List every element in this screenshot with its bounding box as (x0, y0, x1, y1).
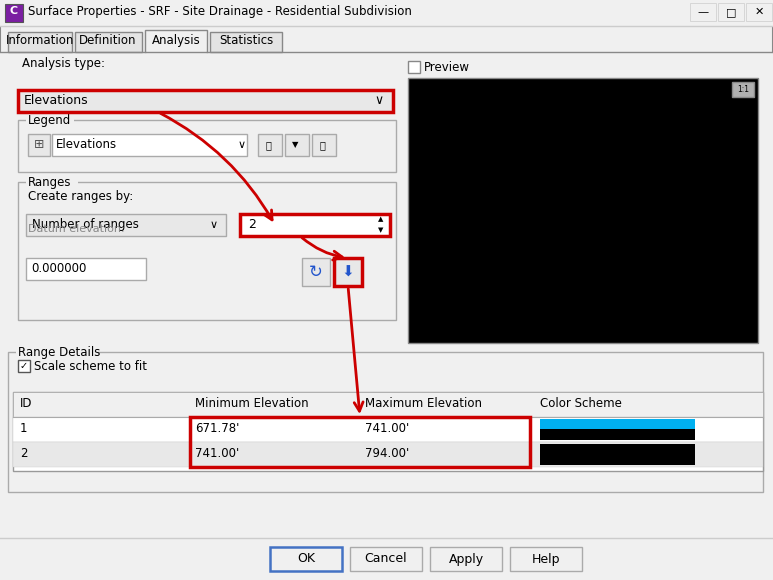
Text: Legend: Legend (28, 114, 71, 127)
Bar (350, 547, 422, 571)
Bar (26, 114, 74, 126)
Bar (430, 547, 502, 571)
Bar (312, 134, 336, 156)
Text: 0.000000: 0.000000 (31, 262, 87, 275)
Text: Scale scheme to fit: Scale scheme to fit (34, 360, 147, 373)
Text: Create ranges by:: Create ranges by: (28, 190, 133, 203)
Bar (8, 352, 763, 492)
Text: ▲: ▲ (378, 216, 383, 222)
Text: ∨: ∨ (238, 140, 246, 150)
Bar (372, 214, 390, 225)
Text: Elevations: Elevations (56, 138, 117, 151)
Bar (13, 417, 763, 442)
Text: 794.00': 794.00' (365, 447, 409, 460)
Text: 🖊: 🖊 (265, 140, 271, 150)
Bar (16, 346, 98, 358)
Text: Information: Information (6, 34, 74, 47)
Bar (270, 547, 342, 571)
Bar (52, 134, 247, 156)
Text: ✓: ✓ (20, 361, 28, 371)
Text: ID: ID (20, 397, 32, 410)
Text: ∨: ∨ (210, 220, 218, 230)
Bar (18, 120, 396, 172)
Bar (732, 82, 754, 97)
Bar (408, 61, 420, 73)
Bar (18, 360, 30, 372)
Bar (0, 0, 773, 26)
Bar (13, 442, 763, 467)
Text: 🔍: 🔍 (319, 140, 325, 150)
Bar (746, 3, 772, 21)
Text: Ranges: Ranges (28, 176, 71, 189)
Text: Help: Help (532, 553, 560, 566)
Bar (718, 3, 744, 21)
Bar (334, 258, 362, 286)
Text: Elevations: Elevations (24, 94, 89, 107)
Text: ⬇: ⬇ (342, 264, 354, 280)
Bar (18, 182, 396, 320)
Text: Cancel: Cancel (365, 553, 407, 566)
Text: ▼: ▼ (378, 227, 383, 233)
Text: Statistics: Statistics (219, 34, 273, 47)
Text: ∨: ∨ (374, 95, 383, 107)
Bar (690, 3, 716, 21)
Bar (258, 134, 282, 156)
Text: —: — (697, 7, 709, 17)
Bar (26, 214, 226, 236)
Text: Analysis type:: Analysis type: (22, 57, 105, 70)
Text: Minimum Elevation: Minimum Elevation (195, 397, 308, 410)
Text: ▼: ▼ (291, 140, 298, 150)
Text: 1:1: 1:1 (737, 85, 749, 93)
Text: Datum elevation:: Datum elevation: (28, 224, 124, 234)
Bar (285, 134, 309, 156)
Text: Range Details: Range Details (18, 346, 100, 359)
Text: 1: 1 (20, 422, 28, 435)
Bar (8, 32, 72, 52)
Bar (540, 419, 695, 440)
Bar (210, 32, 282, 52)
Bar (26, 176, 78, 188)
Text: 741.00': 741.00' (195, 447, 240, 460)
Text: ↻: ↻ (309, 263, 323, 281)
Text: Number of ranges: Number of ranges (32, 218, 139, 231)
Bar (372, 225, 390, 236)
Text: 2: 2 (248, 218, 256, 231)
Text: C: C (10, 6, 18, 16)
Text: Surface Properties - SRF - Site Drainage - Residential Subdivision: Surface Properties - SRF - Site Drainage… (28, 5, 412, 18)
Text: Definition: Definition (80, 34, 137, 47)
Text: Maximum Elevation: Maximum Elevation (365, 397, 482, 410)
Bar (5, 4, 23, 22)
Text: OK: OK (297, 553, 315, 566)
Text: 2: 2 (20, 447, 28, 460)
Bar (302, 258, 330, 286)
Bar (540, 444, 695, 465)
Text: 741.00': 741.00' (365, 422, 409, 435)
Bar (13, 392, 763, 471)
Bar (240, 214, 390, 236)
Bar (190, 417, 530, 467)
Text: ✕: ✕ (754, 7, 764, 17)
Bar (540, 429, 695, 440)
Bar (408, 78, 758, 343)
Text: Color Scheme: Color Scheme (540, 397, 621, 410)
Text: 671.78': 671.78' (195, 422, 240, 435)
Bar (26, 258, 146, 280)
Text: Preview: Preview (424, 61, 470, 74)
Text: ⊞: ⊞ (34, 139, 44, 151)
Bar (18, 90, 393, 112)
Bar (75, 32, 142, 52)
Bar (145, 30, 207, 52)
Text: Apply: Apply (448, 553, 484, 566)
Text: Analysis: Analysis (152, 34, 200, 47)
Bar (28, 134, 50, 156)
Text: □: □ (726, 7, 736, 17)
Bar (13, 392, 763, 417)
Bar (510, 547, 582, 571)
